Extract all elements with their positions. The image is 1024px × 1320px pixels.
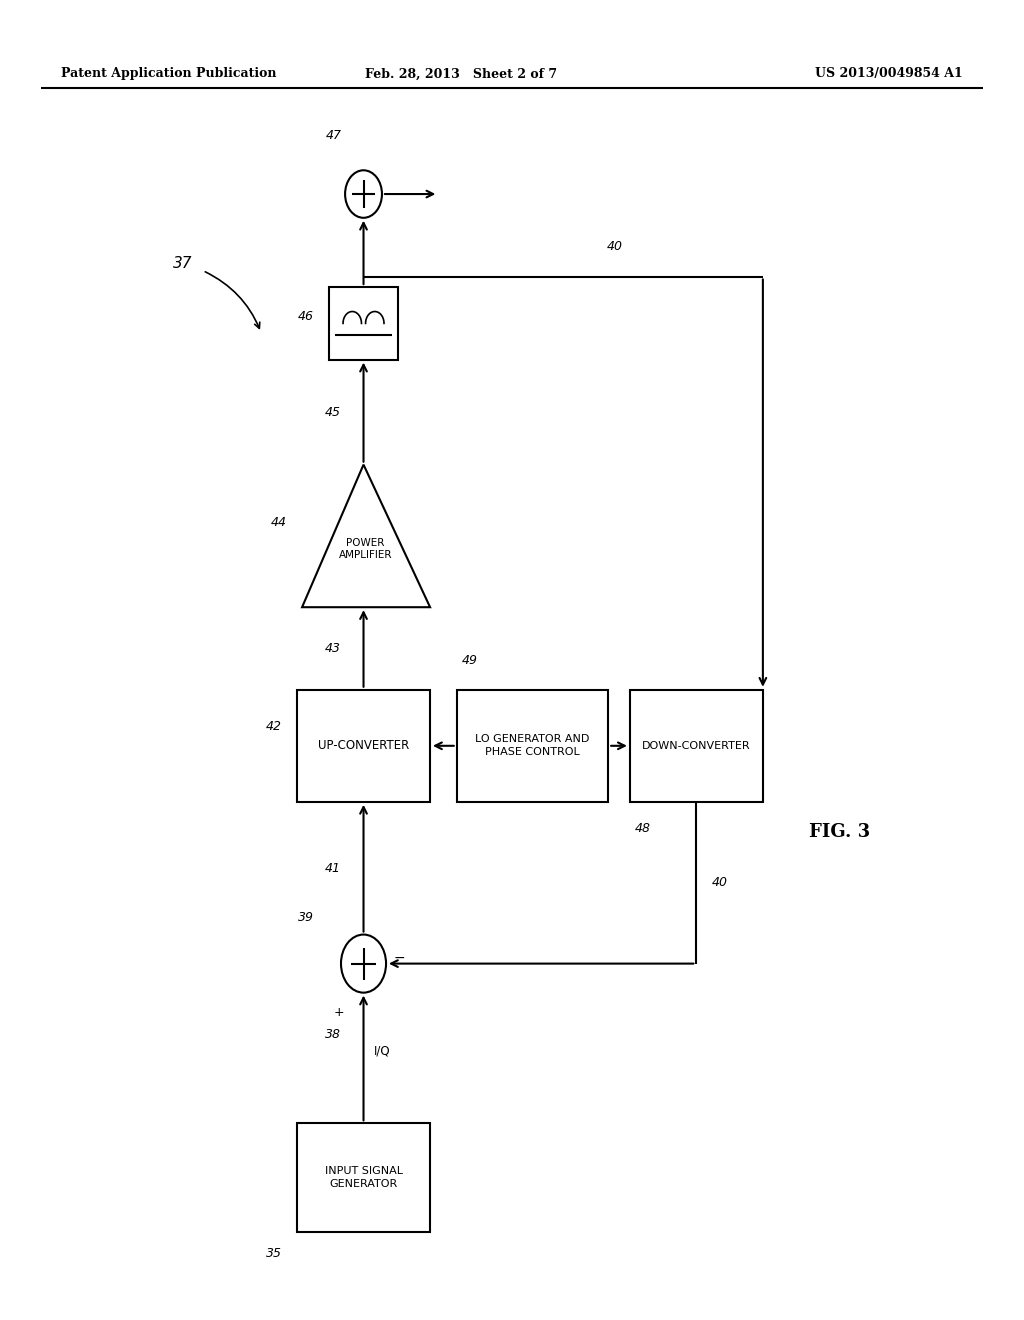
Text: 45: 45 bbox=[325, 405, 341, 418]
Text: 46: 46 bbox=[297, 310, 313, 323]
Text: 40: 40 bbox=[606, 240, 623, 253]
Text: 39: 39 bbox=[298, 911, 314, 924]
Text: UP-CONVERTER: UP-CONVERTER bbox=[317, 739, 410, 752]
Text: LO GENERATOR AND
PHASE CONTROL: LO GENERATOR AND PHASE CONTROL bbox=[475, 734, 590, 758]
Text: 47: 47 bbox=[326, 129, 341, 141]
FancyBboxPatch shape bbox=[297, 1123, 430, 1232]
Text: 49: 49 bbox=[462, 655, 478, 667]
FancyBboxPatch shape bbox=[329, 286, 398, 359]
Text: DOWN-CONVERTER: DOWN-CONVERTER bbox=[642, 741, 751, 751]
Text: POWER
AMPLIFIER: POWER AMPLIFIER bbox=[339, 539, 392, 560]
FancyBboxPatch shape bbox=[297, 689, 430, 801]
Text: 43: 43 bbox=[325, 642, 341, 655]
Text: Feb. 28, 2013   Sheet 2 of 7: Feb. 28, 2013 Sheet 2 of 7 bbox=[365, 67, 557, 81]
Text: FIG. 3: FIG. 3 bbox=[809, 822, 870, 841]
Text: +: + bbox=[334, 1006, 344, 1019]
Text: 40: 40 bbox=[712, 876, 728, 890]
Text: Patent Application Publication: Patent Application Publication bbox=[61, 67, 276, 81]
Text: 37: 37 bbox=[172, 256, 193, 272]
Text: INPUT SIGNAL
GENERATOR: INPUT SIGNAL GENERATOR bbox=[325, 1166, 402, 1189]
Text: 42: 42 bbox=[265, 719, 282, 733]
Text: 38: 38 bbox=[325, 1028, 341, 1040]
Text: 41: 41 bbox=[325, 862, 341, 875]
Text: US 2013/0049854 A1: US 2013/0049854 A1 bbox=[815, 67, 963, 81]
Text: 44: 44 bbox=[270, 516, 287, 529]
FancyBboxPatch shape bbox=[457, 689, 608, 801]
Text: 35: 35 bbox=[265, 1247, 282, 1261]
Text: 48: 48 bbox=[635, 821, 651, 834]
FancyBboxPatch shape bbox=[630, 689, 763, 801]
Text: −: − bbox=[394, 950, 406, 965]
Text: I/Q: I/Q bbox=[374, 1045, 390, 1057]
